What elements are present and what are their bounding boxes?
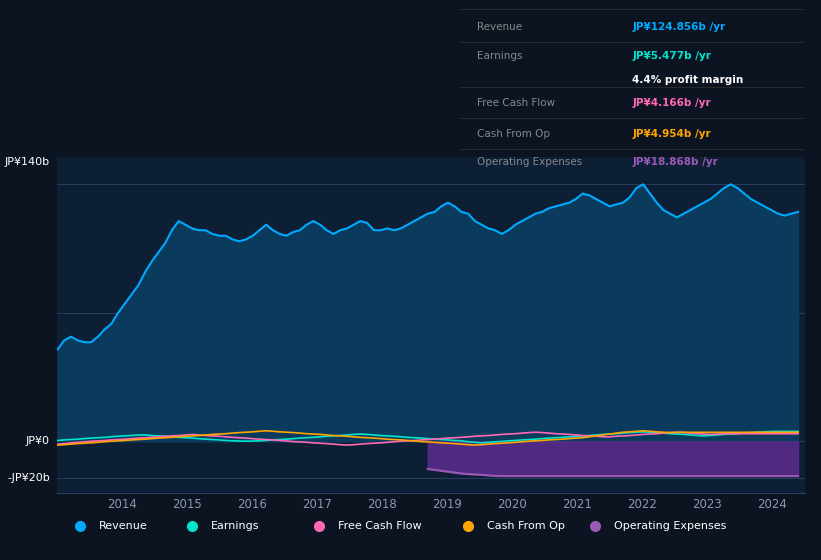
Text: Earnings: Earnings <box>211 521 259 531</box>
Text: JP¥124.856b /yr: JP¥124.856b /yr <box>632 22 725 32</box>
Text: JP¥5.477b /yr: JP¥5.477b /yr <box>632 52 711 62</box>
Text: 4.4% profit margin: 4.4% profit margin <box>632 76 744 86</box>
Text: JP¥4.166b /yr: JP¥4.166b /yr <box>632 97 711 108</box>
Text: Cash From Op: Cash From Op <box>487 521 565 531</box>
Text: Cash From Op: Cash From Op <box>477 129 550 139</box>
Text: Revenue: Revenue <box>477 22 522 32</box>
Text: Revenue: Revenue <box>99 521 147 531</box>
Text: JP¥140b: JP¥140b <box>5 157 50 167</box>
Text: Mar 31 2024: Mar 31 2024 <box>477 0 565 3</box>
Text: JP¥18.868b /yr: JP¥18.868b /yr <box>632 157 718 167</box>
Text: Free Cash Flow: Free Cash Flow <box>477 97 555 108</box>
Text: Earnings: Earnings <box>477 52 522 62</box>
Text: Free Cash Flow: Free Cash Flow <box>337 521 421 531</box>
Text: JP¥0: JP¥0 <box>26 436 50 446</box>
Text: Operating Expenses: Operating Expenses <box>614 521 727 531</box>
Text: -JP¥20b: -JP¥20b <box>7 473 50 483</box>
Text: JP¥4.954b /yr: JP¥4.954b /yr <box>632 129 711 139</box>
Text: Operating Expenses: Operating Expenses <box>477 157 582 167</box>
